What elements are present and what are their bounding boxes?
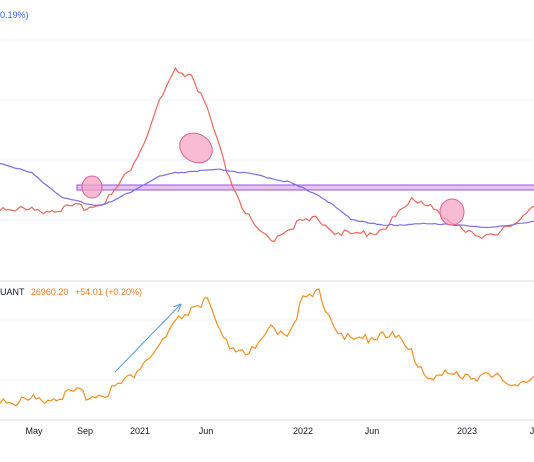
symbol-price: 26960.20 <box>30 287 69 297</box>
x-tick-label: 2021 <box>130 426 150 436</box>
orange-line-series <box>0 288 534 407</box>
highlight-ellipse-3 <box>439 198 465 226</box>
x-tick-label: May <box>25 426 43 436</box>
symbol-name: UANT <box>0 287 25 297</box>
top-indicator-change: 0.19%) <box>0 10 29 20</box>
trend-arrow <box>114 303 182 373</box>
time-axis-ticks: May Sep 2021 Jun 2022 Jun 2023 J <box>25 426 534 436</box>
x-tick-label: J <box>530 426 534 436</box>
blue-line-series <box>0 163 534 229</box>
highlight-ellipse-1 <box>81 175 103 199</box>
x-tick-label: Jun <box>199 426 214 436</box>
x-tick-label: 2022 <box>293 426 313 436</box>
highlight-ellipse-2 <box>179 132 213 164</box>
bottom-symbol-header: UANT 26960.20 +54.01 (+0.20%) <box>0 287 142 297</box>
annotation-layer <box>81 132 465 373</box>
x-tick-label: Sep <box>77 426 93 436</box>
x-tick-label: Jun <box>365 426 380 436</box>
x-tick-label: 2023 <box>457 426 477 436</box>
red-line-series <box>0 66 534 243</box>
symbol-change: +54.01 (+0.20%) <box>74 287 142 297</box>
top-indicator-header: 0.19%) <box>0 10 29 20</box>
trend-arrow-head <box>172 303 182 313</box>
series-layer <box>0 66 534 407</box>
